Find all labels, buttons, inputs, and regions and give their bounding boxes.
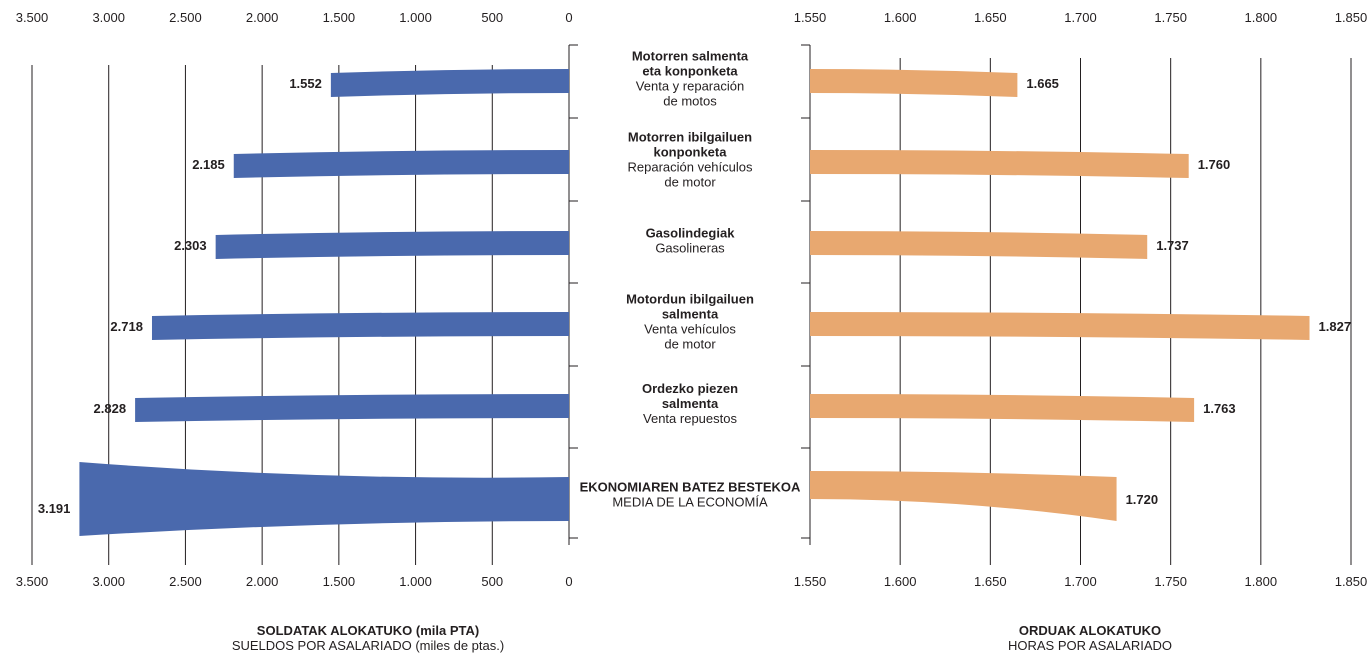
- hours-bar: [810, 69, 1018, 97]
- hours-tick-label-bottom: 1.550: [794, 574, 827, 589]
- hours-value-label: 1.763: [1203, 401, 1236, 416]
- category-label-spanish: Venta y reparación: [636, 79, 744, 94]
- category-label-basque: eta konponketa: [642, 64, 738, 79]
- hours-tick-label-bottom: 1.800: [1245, 574, 1278, 589]
- wages-tick-label-top: 2.500: [169, 10, 202, 25]
- hours-tick-label-top: 1.800: [1245, 10, 1278, 25]
- category-label-basque: Gasolindegiak: [646, 226, 736, 241]
- category-label-basque: EKONOMIAREN BATEZ BESTEKOA: [580, 480, 801, 495]
- hours-bar: [810, 394, 1195, 422]
- category-label-basque: konponketa: [654, 145, 728, 160]
- hours-value-label: 1.737: [1156, 238, 1189, 253]
- hours-tick-label-top: 1.550: [794, 10, 827, 25]
- wages-tick-label-top: 0: [565, 10, 572, 25]
- wages-bar: [215, 231, 570, 259]
- hours-tick-label-top: 1.600: [884, 10, 917, 25]
- wages-tick-label-top: 500: [481, 10, 503, 25]
- wages-value-label: 2.185: [192, 157, 225, 172]
- category-label-spanish: de motos: [663, 94, 717, 109]
- hours-axis-subtitle: HORAS POR ASALARIADO: [1008, 638, 1172, 653]
- hours-tick-label-bottom: 1.600: [884, 574, 917, 589]
- category-label-basque: Ordezko piezen: [642, 381, 738, 396]
- category-label-basque: Motorren ibilgailuen: [628, 130, 752, 145]
- category-label-spanish: Reparación vehículos: [627, 160, 753, 175]
- wages-bar: [151, 312, 569, 340]
- hours-bar: [810, 471, 1117, 521]
- hours-value-label: 1.720: [1126, 492, 1159, 507]
- wages-tick-label-top: 1.000: [399, 10, 432, 25]
- hours-tick-label-bottom: 1.700: [1064, 574, 1097, 589]
- wages-panel: 3.500 3.500 3.000 3.000 2.500 2.500 2.000 2.000…: [16, 10, 578, 589]
- wages-tick-label-bottom: 2.500: [169, 574, 202, 589]
- wages-tick-label-bottom: 500: [481, 574, 503, 589]
- wages-bar: [79, 462, 570, 536]
- wages-value-label: 2.828: [94, 401, 127, 416]
- hours-value-label: 1.665: [1026, 76, 1059, 91]
- hours-tick-label-bottom: 1.750: [1154, 574, 1187, 589]
- category-label-spanish: MEDIA DE LA ECONOMÍA: [612, 495, 768, 510]
- hours-tick-label-top: 1.650: [974, 10, 1007, 25]
- hours-axis-title: ORDUAK ALOKATUKO: [1019, 623, 1161, 638]
- wages-axis-title: SOLDATAK ALOKATUKO (mila PTA): [257, 623, 479, 638]
- wages-tick-label-bottom: 1.000: [399, 574, 432, 589]
- wages-tick-label-bottom: 0: [565, 574, 572, 589]
- wages-bar: [135, 394, 569, 422]
- category-label-basque: Motorren salmenta: [632, 49, 749, 64]
- category-label-basque: Motordun ibilgailuen: [626, 292, 754, 307]
- wages-tick-label-bottom: 2.000: [246, 574, 279, 589]
- wages-tick-label-bottom: 1.500: [323, 574, 356, 589]
- hours-tick-label-top: 1.700: [1064, 10, 1097, 25]
- wages-value-label: 2.718: [110, 319, 143, 334]
- hours-bar: [810, 312, 1310, 340]
- wages-tick-label-top: 1.500: [323, 10, 356, 25]
- hours-bar: [810, 231, 1148, 259]
- hours-tick-label-top: 1.850: [1335, 10, 1368, 25]
- hours-value-label: 1.827: [1319, 319, 1352, 334]
- category-label-spanish: Venta repuestos: [643, 411, 737, 426]
- category-label-spanish: Venta vehículos: [644, 322, 736, 337]
- category-label-spanish: de motor: [664, 337, 716, 352]
- wages-bar: [233, 150, 569, 178]
- category-label-basque: salmenta: [662, 307, 719, 322]
- wages-bar: [330, 69, 569, 97]
- wages-value-label: 2.303: [174, 238, 207, 253]
- wages-tick-label-top: 3.000: [92, 10, 125, 25]
- category-label: Motorren ibilgailuenkonponketaReparación…: [627, 130, 753, 190]
- wages-value-label: 3.191: [38, 501, 71, 516]
- hours-bar: [810, 150, 1189, 178]
- hours-tick-label-top: 1.750: [1154, 10, 1187, 25]
- wages-axis-subtitle: SUELDOS POR ASALARIADO (miles de ptas.): [232, 638, 504, 653]
- wages-value-label: 1.552: [289, 76, 322, 91]
- wages-tick-label-top: 3.500: [16, 10, 49, 25]
- category-label-spanish: de motor: [664, 175, 716, 190]
- category-label-basque: salmenta: [662, 396, 719, 411]
- hours-panel: 1.550 1.550 1.600 1.600 1.650 1.650 1.700 1.700…: [794, 10, 1368, 589]
- hours-tick-label-bottom: 1.650: [974, 574, 1007, 589]
- hours-value-label: 1.760: [1198, 157, 1231, 172]
- hours-tick-label-bottom: 1.850: [1335, 574, 1368, 589]
- wages-tick-label-bottom: 3.000: [92, 574, 125, 589]
- wages-tick-label-bottom: 3.500: [16, 574, 49, 589]
- axis-titles: SOLDATAK ALOKATUKO (mila PTA) SUELDOS PO…: [232, 623, 1172, 653]
- category-label-spanish: Gasolineras: [655, 241, 725, 256]
- wages-tick-label-top: 2.000: [246, 10, 279, 25]
